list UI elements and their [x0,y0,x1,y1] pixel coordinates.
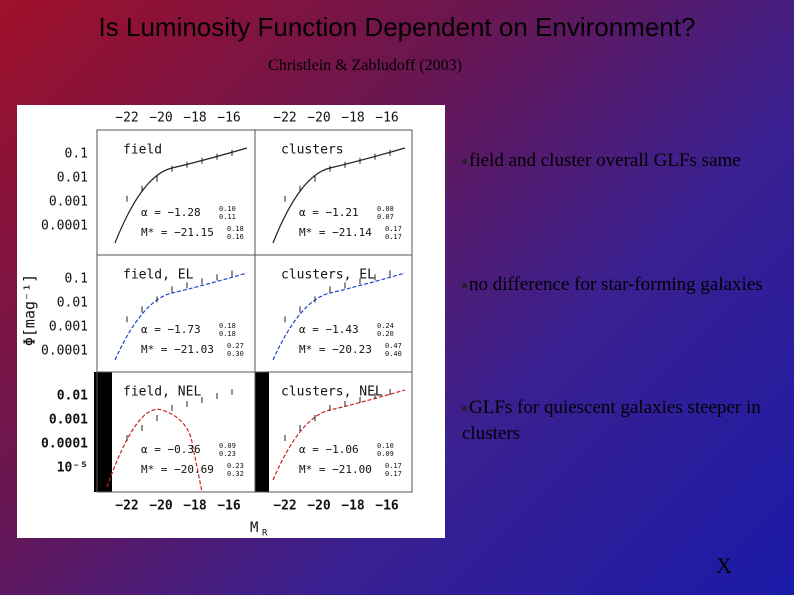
figure-background [17,105,445,538]
y-tick-label: 10⁻⁵ [57,461,88,476]
footer-mark: X [716,553,732,578]
fit-alpha-down: 0.23 [219,450,236,458]
fit-alpha-down: 0.07 [377,213,394,221]
bullet: GLFs for quiescent galaxies steeper in c… [462,395,772,447]
y-tick-label: 0.1 [65,272,88,287]
fit-curve [272,272,406,361]
x-tick-label: −22 [115,111,138,126]
x-tick-label: −22 [273,499,296,514]
y-tick-label: 0.0001 [41,219,88,234]
panel-label: field [123,143,162,158]
x-tick-label: −18 [341,499,365,514]
x-tick-label: −22 [115,499,138,514]
fit-alpha-up: 0.10 [377,442,394,450]
panel-label: field, NEL [123,385,201,400]
fit-alpha-down: 0.11 [219,213,236,221]
fit-mstar-down: 0.16 [227,233,244,241]
fit-mstar: M* = −21.15 [141,226,214,239]
y-tick-label: 0.001 [49,195,88,210]
fit-mstar: M* = −21.00 [299,463,372,476]
bullet: field and cluster overall GLFs same [462,148,772,174]
bullet-text: GLFs for quiescent galaxies steeper in c… [462,397,761,444]
fit-alpha: α = −1.28 [141,206,201,219]
slide-title: Is Luminosity Function Dependent on Envi… [98,12,696,42]
x-axis-label: M [250,520,258,536]
fit-alpha-up: 0.09 [219,442,236,450]
x-tick-label: −18 [341,111,364,126]
fit-alpha-up: 0.10 [219,205,236,213]
fit-curve [114,272,248,361]
figure-strip [255,372,269,492]
fit-alpha: α = −1.73 [141,323,201,336]
fit-alpha-up: 0.18 [219,322,236,330]
fit-mstar-down: 0.17 [385,233,402,241]
fit-alpha-up: 0.08 [377,205,394,213]
fit-alpha-down: 0.18 [219,330,236,338]
x-tick-label: −20 [149,111,172,126]
fit-alpha: α = −0.36 [141,443,201,456]
fit-mstar-up: 0.27 [227,342,244,350]
x-tick-label: −20 [307,499,331,514]
y-tick-label: 0.01 [57,296,88,311]
x-axis-label-sub: R [262,529,268,539]
fit-mstar-down: 0.30 [227,350,244,358]
figure-strip [94,372,112,492]
y-tick-label: 0.1 [65,147,88,162]
x-tick-label: −16 [217,111,240,126]
fit-alpha-down: 0.09 [377,450,394,458]
y-tick-label: 0.001 [49,413,88,428]
fit-mstar-up: 0.17 [385,462,402,470]
y-tick-label: 0.01 [57,389,88,404]
fit-alpha-up: 0.24 [377,322,394,330]
fit-alpha: α = −1.06 [299,443,359,456]
fit-mstar-down: 0.32 [227,470,244,478]
x-tick-label: −22 [273,111,296,126]
panel-frame [254,371,413,493]
panel-label: clusters, NEL [281,385,383,400]
fit-mstar-down: 0.40 [385,350,402,358]
y-axis-label: Φ[mag⁻¹] [21,274,39,346]
fit-alpha: α = −1.21 [299,206,359,219]
fit-alpha: α = −1.43 [299,323,359,336]
fit-curve [106,408,203,493]
x-tick-label: −20 [307,111,330,126]
bullet-text: no difference for star-forming galaxies [469,274,763,295]
fit-mstar: M* = −20.69 [141,463,214,476]
x-tick-label: −16 [375,499,399,514]
y-tick-label: 0.0001 [41,437,88,452]
fit-mstar-up: 0.47 [385,342,402,350]
fit-alpha-down: 0.20 [377,330,394,338]
fit-mstar-up: 0.23 [227,462,244,470]
bullet: no difference for star-forming galaxies [462,272,772,298]
x-tick-label: −16 [217,499,241,514]
x-tick-label: −20 [149,499,173,514]
y-tick-label: 0.001 [49,320,88,335]
x-tick-label: −18 [183,111,206,126]
fit-mstar-up: 0.18 [227,225,244,233]
panel-label: clusters, EL [281,268,375,283]
x-tick-label: −18 [183,499,207,514]
fit-mstar: M* = −21.03 [141,343,214,356]
fit-mstar-up: 0.17 [385,225,402,233]
y-tick-label: 0.01 [57,171,88,186]
bullet-text: field and cluster overall GLFs same [469,150,741,171]
panel-label: clusters [281,143,344,158]
fit-mstar: M* = −21.14 [299,226,372,239]
fit-mstar-down: 0.17 [385,470,402,478]
fit-mstar: M* = −20.23 [299,343,372,356]
x-tick-label: −16 [375,111,398,126]
y-tick-label: 0.0001 [41,344,88,359]
slide-subtitle: Christlein & Zabludoff (2003) [268,57,462,74]
panel-label: field, EL [123,268,194,283]
